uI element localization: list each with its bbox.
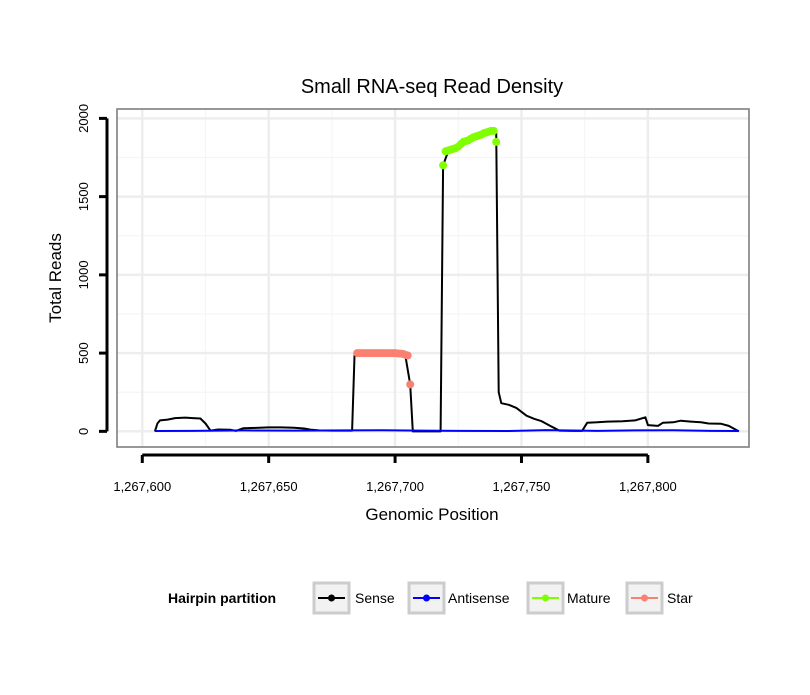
axes: 0 500 1000 1500 2000 1,267,600 1,267,650 1,267,… (76, 104, 677, 494)
x-axis-label: Genomic Position (365, 505, 498, 524)
legend-entry-mature: Mature (526, 581, 611, 615)
legend-entry-star: Star (625, 581, 693, 615)
series-layer (153, 126, 740, 433)
point-mature-21 (492, 137, 501, 146)
legend-label-star: Star (667, 590, 693, 606)
legend: Hairpin partition Sense Antisense Mature St… (168, 581, 693, 615)
legend-label-sense: Sense (355, 590, 395, 606)
point-star-20 (403, 351, 412, 360)
x-tick-label-4: 1,267,800 (619, 479, 677, 494)
chart-title: Small RNA-seq Read Density (301, 76, 563, 98)
x-tick-label-2: 1,267,700 (366, 479, 424, 494)
y-tick-label-1: 500 (76, 342, 91, 364)
legend-title: Hairpin partition (168, 590, 276, 606)
y-tick-label-2: 1000 (76, 260, 91, 289)
y-tick-label-0: 0 (76, 428, 91, 435)
series-antisense (154, 429, 739, 432)
legend-key-point-star (641, 594, 648, 602)
legend-key-point-antisense (423, 594, 430, 602)
plot-panel-border (116, 108, 750, 448)
point-star-21 (406, 380, 415, 389)
legend-label-mature: Mature (567, 590, 611, 606)
point-mature-20 (489, 126, 498, 135)
x-tick-label-3: 1,267,750 (493, 479, 551, 494)
legend-key-point-mature (542, 594, 549, 602)
x-tick-label-1: 1,267,650 (240, 479, 298, 494)
legend-label-antisense: Antisense (448, 590, 510, 606)
y-tick-label-3: 1500 (76, 182, 91, 211)
y-axis-label: Total Reads (46, 233, 65, 323)
x-tick-label-0: 1,267,600 (113, 479, 171, 494)
y-tick-label-4: 2000 (76, 104, 91, 133)
legend-entry-antisense: Antisense (407, 581, 510, 615)
point-mature-0 (439, 161, 448, 170)
series-star (353, 349, 415, 389)
legend-entry-sense: Sense (312, 581, 395, 615)
series-line-antisense (154, 429, 739, 432)
series-mature (439, 126, 501, 170)
legend-key-point-sense (328, 594, 335, 602)
